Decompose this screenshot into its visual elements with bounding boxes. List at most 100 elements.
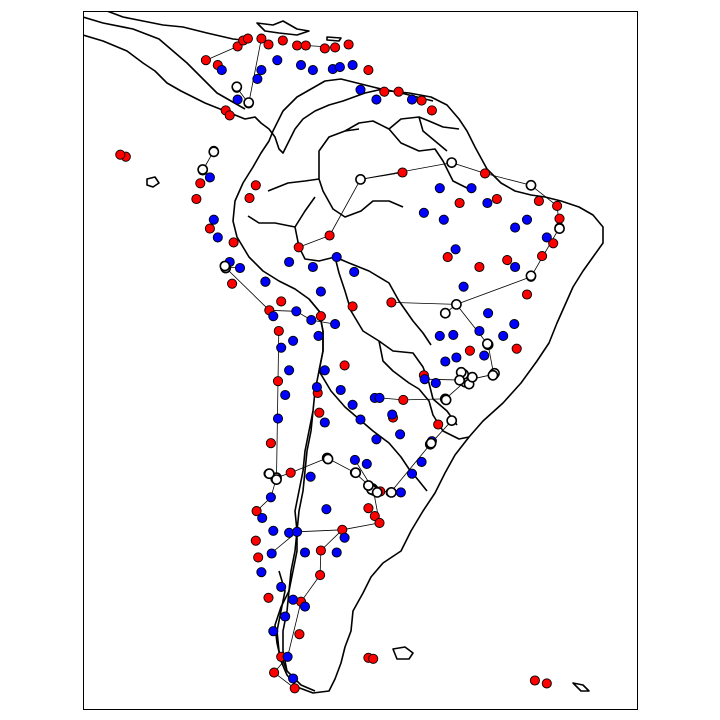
blue-marker	[448, 329, 459, 340]
red-marker	[265, 438, 276, 449]
red-marker	[244, 193, 255, 204]
blue-marker	[541, 232, 552, 243]
red-marker	[339, 360, 350, 371]
map-geography	[83, 11, 604, 694]
blue-marker	[483, 308, 494, 319]
blue-marker	[288, 335, 299, 346]
connection-line	[484, 173, 532, 186]
blue-marker	[406, 94, 418, 105]
blue-marker	[335, 384, 346, 396]
connection-line	[451, 162, 486, 174]
red-marker	[200, 55, 211, 66]
red-marker	[347, 301, 358, 312]
red-marker	[315, 545, 326, 556]
blue-marker	[321, 504, 332, 515]
blue-marker	[260, 276, 271, 287]
blue-marker	[331, 547, 342, 558]
red-marker	[224, 110, 235, 121]
blue-marker	[284, 256, 295, 268]
red-marker	[368, 653, 379, 664]
red-marker	[442, 252, 453, 263]
red-marker	[292, 40, 303, 51]
red-marker	[363, 65, 374, 76]
blue-marker	[307, 65, 318, 76]
red-marker	[363, 503, 374, 514]
blue-marker	[419, 374, 430, 385]
blue-marker	[482, 197, 493, 209]
blue-marker	[276, 581, 287, 592]
red-marker	[433, 419, 444, 430]
white-marker	[355, 173, 366, 185]
blue-marker	[212, 232, 223, 243]
red-marker	[464, 345, 475, 356]
blue-marker	[416, 456, 427, 467]
red-marker	[330, 42, 341, 53]
red-marker	[272, 376, 284, 387]
red-marker	[529, 675, 540, 686]
blue-marker	[355, 84, 366, 95]
galapagos-coastline	[146, 176, 160, 188]
red-marker	[256, 33, 267, 44]
blue-marker	[291, 306, 302, 317]
blue-marker	[204, 172, 215, 183]
map-frame	[83, 11, 638, 710]
connection-line	[342, 522, 380, 531]
blue-marker	[272, 55, 283, 66]
map-border	[83, 11, 638, 710]
blue-marker	[284, 365, 295, 376]
connection-line	[360, 172, 403, 180]
connection-line	[277, 330, 280, 382]
red-marker	[324, 230, 335, 241]
red-marker	[250, 180, 261, 191]
red-marker	[479, 168, 491, 179]
red-marker	[315, 570, 326, 581]
red-marker	[228, 237, 239, 248]
blue-marker	[510, 261, 521, 273]
blue-marker	[256, 567, 267, 578]
white-marker	[271, 474, 282, 485]
blue-marker	[479, 350, 490, 361]
blue-marker	[311, 382, 322, 393]
blue-marker	[313, 330, 324, 341]
red-marker	[521, 289, 533, 300]
white-marker	[446, 415, 458, 426]
blue-marker	[266, 548, 277, 559]
white-marker	[466, 371, 478, 383]
blue-marker	[282, 651, 293, 662]
blue-marker	[451, 352, 462, 363]
red-marker	[263, 592, 274, 603]
blue-marker	[406, 468, 418, 479]
connection-line	[276, 381, 279, 478]
blue-marker	[474, 325, 485, 337]
blue-marker	[387, 409, 398, 420]
red-marker	[315, 311, 326, 322]
red-marker	[276, 296, 287, 307]
connection-line	[290, 457, 328, 474]
blue-marker	[498, 330, 509, 341]
blue-marker	[288, 673, 299, 684]
connection-line	[403, 398, 446, 401]
hispaniola-coastline	[256, 20, 310, 36]
white-marker	[322, 453, 334, 465]
red-marker	[277, 35, 288, 46]
blue-marker	[349, 454, 360, 465]
white-marker	[446, 157, 458, 168]
red-marker	[474, 261, 485, 273]
blue-marker	[276, 342, 287, 353]
red-marker	[242, 33, 253, 44]
blue-marker	[315, 286, 326, 297]
blue-marker	[434, 183, 445, 194]
puerto-rico-coastline	[326, 36, 342, 42]
connection-line	[298, 235, 330, 248]
blue-marker	[295, 60, 307, 71]
white-marker	[439, 307, 451, 319]
blue-marker	[521, 214, 533, 225]
red-marker	[398, 394, 409, 405]
blue-marker	[361, 458, 372, 469]
red-marker	[552, 200, 563, 211]
red-marker	[343, 39, 354, 50]
red-marker	[541, 678, 552, 689]
blue-marker	[395, 487, 406, 498]
blue-marker	[268, 525, 279, 536]
blue-marker	[272, 413, 284, 424]
